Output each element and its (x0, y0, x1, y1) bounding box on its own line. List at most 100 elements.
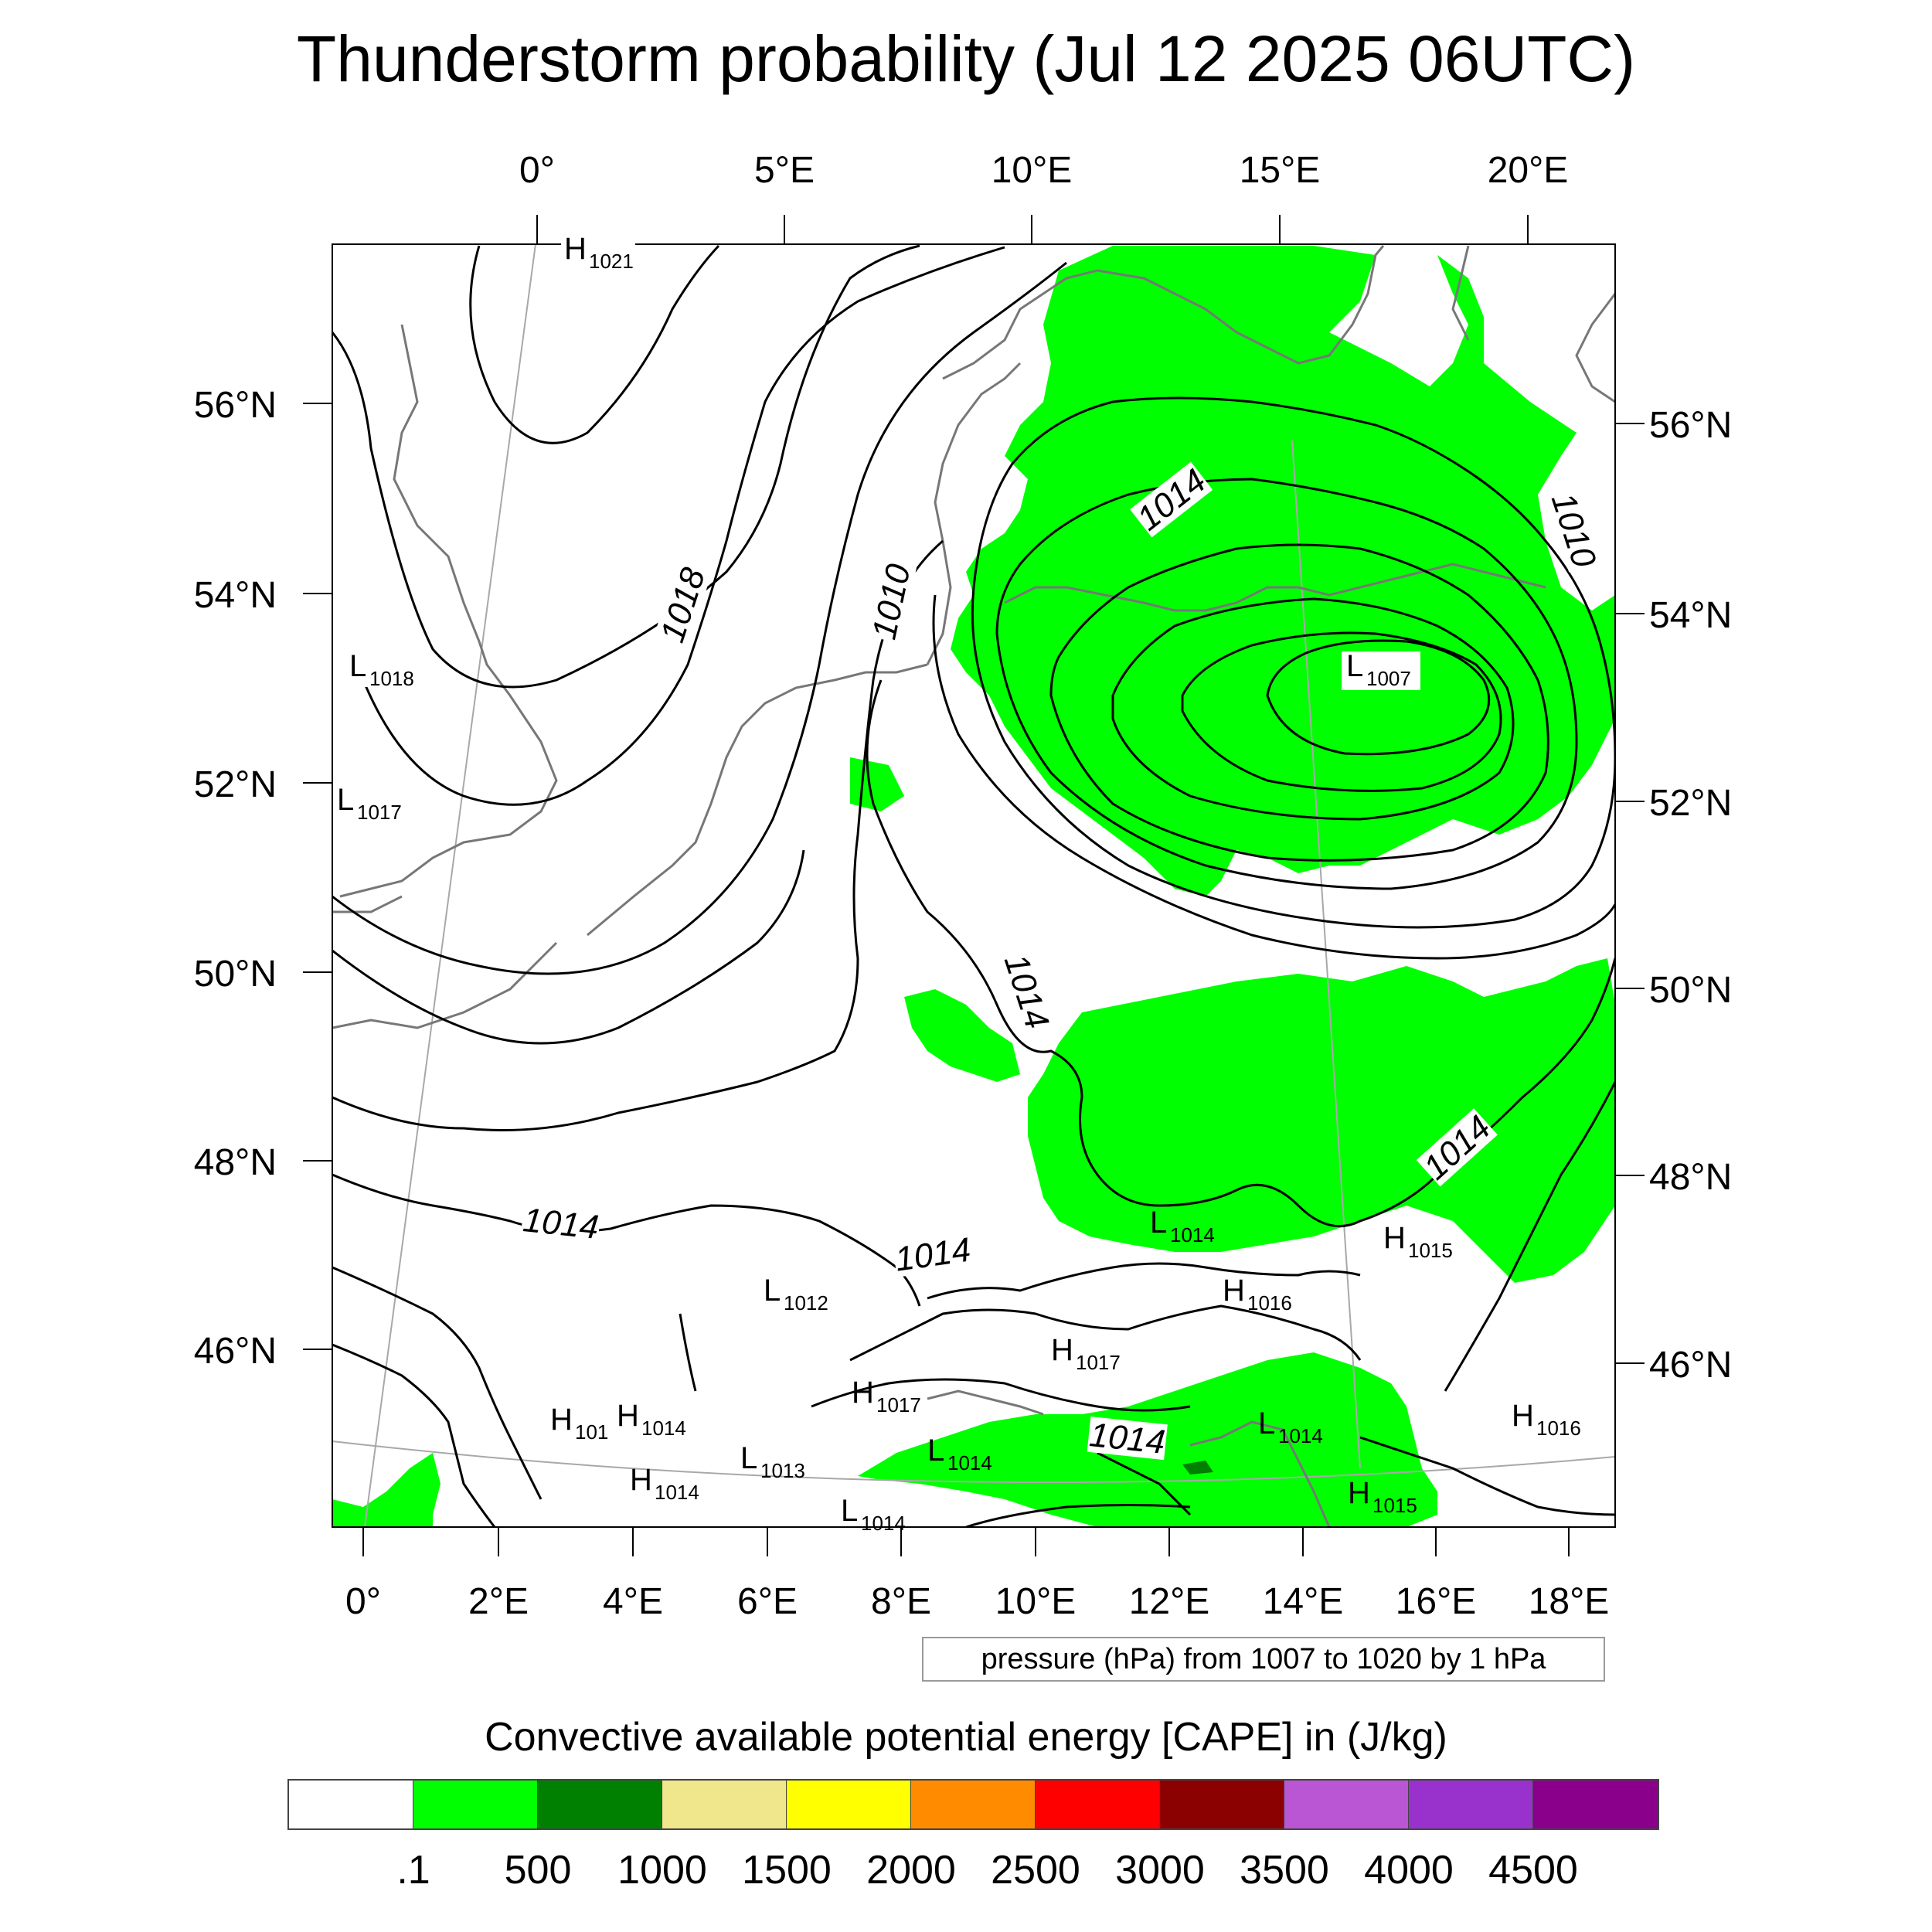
pressure-center-value: 1015 (1372, 1494, 1417, 1517)
colorbar-swatch (1409, 1781, 1533, 1828)
pressure-center-value: 1014 (861, 1512, 906, 1535)
coastline-continent (587, 663, 928, 937)
isobar-1008 (1181, 631, 1502, 792)
isobar-1014-west (332, 1173, 921, 1307)
pressure-center-type: L (1346, 649, 1363, 683)
colorbar-label: 3500 (1240, 1848, 1329, 1893)
pressure-center: H 1016 (1223, 1274, 1292, 1315)
cape-dark-patch (1182, 1461, 1213, 1475)
isobar-1016 (332, 849, 805, 1045)
left-lat-label: 48°N (194, 1142, 277, 1183)
isobar-label: 1014 (521, 1201, 600, 1247)
ticks (303, 215, 1645, 1556)
right-lat-label: 54°N (1649, 595, 1732, 636)
pressure-center: H 1015 (1383, 1221, 1453, 1262)
colorbar-label: 2500 (991, 1848, 1080, 1893)
isobar-1010 (1049, 543, 1549, 862)
colorbar-swatch (289, 1781, 413, 1828)
colorbar-swatch (1160, 1781, 1284, 1828)
pressure-centers: H 1021 L 1018 L 1017 L 1007 L 1014 H 101… (334, 232, 1581, 1535)
isobar-label: 1010 (866, 560, 918, 642)
pressure-center-type: L (740, 1441, 757, 1475)
map-frame (332, 243, 1616, 1528)
pressure-center-value: 1021 (589, 250, 634, 273)
isobar-alpine-1 (927, 1262, 1361, 1300)
pressure-center-value: 1018 (369, 667, 414, 690)
graticule (332, 244, 1615, 1527)
colorbar-label: .1 (396, 1848, 430, 1893)
pressure-center: H 1014 (617, 1399, 686, 1440)
coastline-baltics-east (1575, 293, 1615, 403)
pressure-center: L 1014 (1150, 1206, 1215, 1247)
colorbar-swatch (1036, 1781, 1160, 1828)
right-lat-label: 52°N (1649, 783, 1732, 824)
pressure-center: L 1018 (346, 649, 420, 690)
isobar-bottom (965, 1504, 1191, 1527)
meridian-0 (364, 244, 536, 1527)
pressure-center: H 1015 (1348, 1476, 1417, 1517)
pressure-center: H 1021 (561, 232, 635, 273)
bottom-lon-label: 0° (345, 1581, 381, 1622)
bottom-lon-label: 6°E (737, 1581, 798, 1622)
colorbar-label: 4000 (1364, 1848, 1454, 1893)
pressure-center-value: 1015 (1408, 1239, 1453, 1262)
pressure-center-type: H (1383, 1221, 1406, 1255)
isobar-east (1444, 1081, 1615, 1392)
isobar-south-2 (1097, 1451, 1192, 1516)
isobar-label: 1018 (653, 563, 713, 647)
right-lat-label: 48°N (1649, 1157, 1732, 1198)
coastline-uk-south (332, 941, 558, 1029)
coastline-channel (332, 895, 403, 913)
bottom-lon-label: 8°E (871, 1581, 931, 1622)
pressure-center-type: H (617, 1399, 639, 1433)
left-lat-label: 50°N (194, 954, 277, 995)
colorbar-swatch (911, 1781, 1036, 1828)
pressure-center: L 1014 (927, 1434, 992, 1475)
top-lon-label: 15°E (1240, 150, 1321, 191)
right-lat-label: 50°N (1649, 970, 1732, 1011)
isobar-label: 1014 (1087, 1416, 1166, 1461)
coastline-ligurian (927, 1389, 1044, 1416)
pressure-center-type: L (927, 1434, 944, 1468)
isobar-1018 (362, 246, 1005, 806)
coastline-adriatic (1189, 1420, 1331, 1527)
colorbar-label: 4500 (1488, 1848, 1578, 1893)
colorbar-swatch (1284, 1781, 1409, 1828)
pressure-center: L 1013 (740, 1441, 805, 1482)
left-lat-labels: 56°N 54°N 52°N 50°N 48°N 46°N (194, 385, 277, 1372)
isobar-southwest-2 (332, 1343, 496, 1527)
colorbar-swatch (413, 1781, 538, 1828)
bottom-lon-label: 18°E (1529, 1581, 1610, 1622)
pressure-center-value: 1014 (641, 1417, 686, 1440)
contour-info-box: pressure (hPa) from 1007 to 1020 by 1 hP… (922, 1637, 1605, 1682)
colorbar-label: 1000 (617, 1848, 707, 1893)
pressure-center-value: 1014 (655, 1481, 699, 1504)
pressure-center: L 1014 (1258, 1406, 1323, 1447)
cape-area-central (904, 989, 1020, 1082)
bottom-lon-label: 14°E (1263, 1581, 1344, 1622)
pressure-center-type: L (841, 1494, 858, 1528)
cape-area-southwest (332, 1453, 440, 1527)
pressure-center: H 1017 (1051, 1333, 1121, 1374)
meridian-15e (1291, 440, 1361, 1469)
colorbar-swatch (1533, 1781, 1658, 1828)
top-lon-labels: 0° 5°E 10°E 15°E 20°E (519, 150, 1568, 191)
pressure-center: L 1017 (334, 783, 408, 824)
isobar-alpine-3 (811, 1378, 1191, 1412)
pressure-center: H 1016 (1512, 1399, 1581, 1440)
isobar-1015 (332, 539, 944, 1131)
colorbar-label: 1500 (742, 1848, 832, 1893)
isobar-alpine-2 (849, 1304, 1362, 1362)
top-lon-label: 5°E (754, 150, 815, 191)
parallel-45n (332, 1440, 1615, 1484)
right-lat-label: 56°N (1649, 405, 1732, 446)
left-lat-label: 54°N (194, 575, 277, 616)
colorbar-swatch (662, 1781, 787, 1828)
pressure-center-type: L (1258, 1406, 1275, 1440)
pressure-center-value: 1017 (876, 1393, 921, 1417)
pressure-center-type: H (630, 1463, 652, 1497)
pressure-center-type: H (1223, 1274, 1245, 1308)
isobar-southwest (332, 1266, 543, 1500)
colorbar-label: 2000 (866, 1848, 956, 1893)
isobar-southeast (1359, 1436, 1615, 1516)
